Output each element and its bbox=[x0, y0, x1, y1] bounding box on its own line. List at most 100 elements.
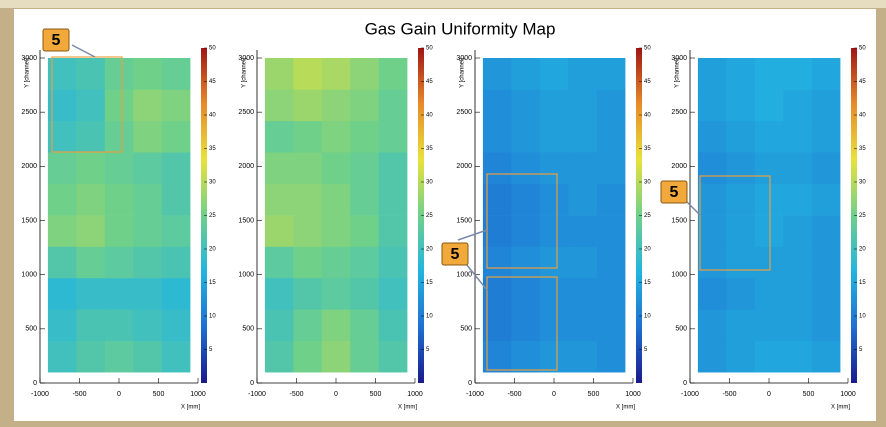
heatmap-cell bbox=[726, 120, 756, 153]
colorbar-tick-label: 30 bbox=[426, 180, 433, 186]
heatmap-cell bbox=[104, 340, 134, 373]
annotation-link bbox=[71, 44, 96, 58]
colorbar-tick-label: 5 bbox=[426, 347, 430, 353]
heatmap-cell bbox=[568, 58, 597, 90]
heatmap-cell bbox=[133, 120, 162, 153]
y-tick-label: 1500 bbox=[456, 217, 472, 224]
colorbar-tick-label: 50 bbox=[644, 46, 651, 52]
heatmap-cell bbox=[104, 215, 134, 247]
x-tick-label: -500 bbox=[507, 391, 521, 398]
heatmap-cell bbox=[754, 277, 784, 310]
x-axis-label: X [mm] bbox=[398, 405, 417, 411]
heatmap-cell bbox=[293, 277, 323, 310]
heatmap-cell bbox=[104, 246, 134, 279]
heatmap-cell bbox=[568, 215, 597, 247]
heatmap-cell bbox=[293, 215, 323, 247]
heatmap-cell bbox=[47, 309, 77, 342]
colorbar-tick-label: 25 bbox=[859, 213, 866, 219]
heatmap-cell bbox=[321, 215, 351, 247]
heatmap-cell bbox=[378, 340, 408, 373]
heatmap-cell bbox=[104, 309, 134, 342]
colorbar-tick-label: 25 bbox=[426, 213, 433, 219]
y-tick-label: 3000 bbox=[21, 55, 37, 62]
x-tick-label: 0 bbox=[767, 391, 771, 398]
heatmap-cell bbox=[596, 120, 626, 153]
heatmap-cell bbox=[482, 277, 512, 310]
heatmap-cell bbox=[350, 215, 379, 247]
heatmap-cell bbox=[104, 58, 134, 90]
heatmap-cell bbox=[482, 120, 512, 153]
heatmap-cell bbox=[104, 152, 134, 184]
colorbar-tick-label: 15 bbox=[644, 280, 651, 286]
heatmap-cell bbox=[726, 89, 756, 122]
heatmap-cell bbox=[511, 246, 541, 279]
heatmap-cell bbox=[568, 309, 597, 342]
heatmap-cell bbox=[76, 246, 106, 279]
heatmap-cell bbox=[321, 183, 351, 216]
y-tick-label: 1000 bbox=[21, 272, 37, 279]
x-tick-label: -500 bbox=[289, 391, 303, 398]
heatmap-cell bbox=[264, 58, 294, 90]
heatmap-cell bbox=[754, 309, 784, 342]
x-tick-label: 500 bbox=[153, 391, 165, 398]
heatmap-cell bbox=[378, 120, 408, 153]
heatmap-cell bbox=[293, 309, 323, 342]
heatmap-cell bbox=[321, 309, 351, 342]
heatmap-cell bbox=[783, 246, 812, 279]
colorbar-tick-label: 40 bbox=[859, 113, 866, 119]
heatmap-cell bbox=[133, 246, 162, 279]
colorbar-tick-label: 40 bbox=[644, 113, 651, 119]
heatmap-cell bbox=[539, 309, 569, 342]
heatmap-cell bbox=[568, 89, 597, 122]
heatmap-cell bbox=[47, 89, 77, 122]
heatmap-cell bbox=[47, 246, 77, 279]
heatmap-cell bbox=[482, 152, 512, 184]
heatmap-cell bbox=[726, 246, 756, 279]
heatmap-cell bbox=[811, 309, 841, 342]
y-axis-label: Y [channel] bbox=[675, 58, 681, 88]
heatmap-cell bbox=[754, 120, 784, 153]
heatmap-cell bbox=[133, 340, 162, 373]
x-tick-label: 500 bbox=[803, 391, 815, 398]
heatmap-cell bbox=[811, 215, 841, 247]
heatmap-cell bbox=[811, 277, 841, 310]
y-tick-label: 2000 bbox=[456, 163, 472, 170]
heatmap-cell bbox=[754, 246, 784, 279]
heatmap-cell bbox=[76, 120, 106, 153]
y-tick-label: 2500 bbox=[456, 109, 472, 116]
y-tick-label: 1000 bbox=[238, 272, 254, 279]
heatmap-cell bbox=[76, 89, 106, 122]
y-tick-label: 2500 bbox=[671, 109, 687, 116]
heatmap-cell bbox=[321, 246, 351, 279]
heatmap-cell bbox=[482, 309, 512, 342]
heatmap-cell bbox=[754, 58, 784, 90]
y-tick-label: 500 bbox=[460, 326, 472, 333]
heatmap-cell bbox=[350, 152, 379, 184]
heatmap-cell bbox=[511, 152, 541, 184]
y-tick-label: 2000 bbox=[671, 163, 687, 170]
y-tick-label: 500 bbox=[675, 326, 687, 333]
x-tick-label: 500 bbox=[588, 391, 600, 398]
heatmap-cell bbox=[511, 89, 541, 122]
heatmap-cell bbox=[511, 340, 541, 373]
y-tick-label: 0 bbox=[683, 380, 687, 387]
heatmap-cell bbox=[511, 215, 541, 247]
heatmap-cell bbox=[133, 277, 162, 310]
colorbar-tick-label: 30 bbox=[644, 180, 651, 186]
heatmap-cell bbox=[596, 340, 626, 373]
heatmap-cell bbox=[811, 183, 841, 216]
x-tick-label: 1000 bbox=[407, 391, 423, 398]
colorbar-tick-label: 30 bbox=[859, 180, 866, 186]
y-axis-label: Y [channel] bbox=[460, 58, 466, 88]
x-tick-label: -1000 bbox=[31, 391, 49, 398]
heatmap-cell bbox=[47, 152, 77, 184]
colorbar-tick-label: 50 bbox=[426, 46, 433, 52]
heatmap-cell bbox=[596, 215, 626, 247]
heatmap-cell bbox=[321, 58, 351, 90]
colorbar-tick-label: 45 bbox=[644, 79, 651, 85]
figure-title: Gas Gain Uniformity Map bbox=[365, 19, 556, 38]
annotation-box bbox=[51, 56, 123, 153]
y-tick-label: 2500 bbox=[238, 109, 254, 116]
heatmap-cell bbox=[482, 58, 512, 90]
